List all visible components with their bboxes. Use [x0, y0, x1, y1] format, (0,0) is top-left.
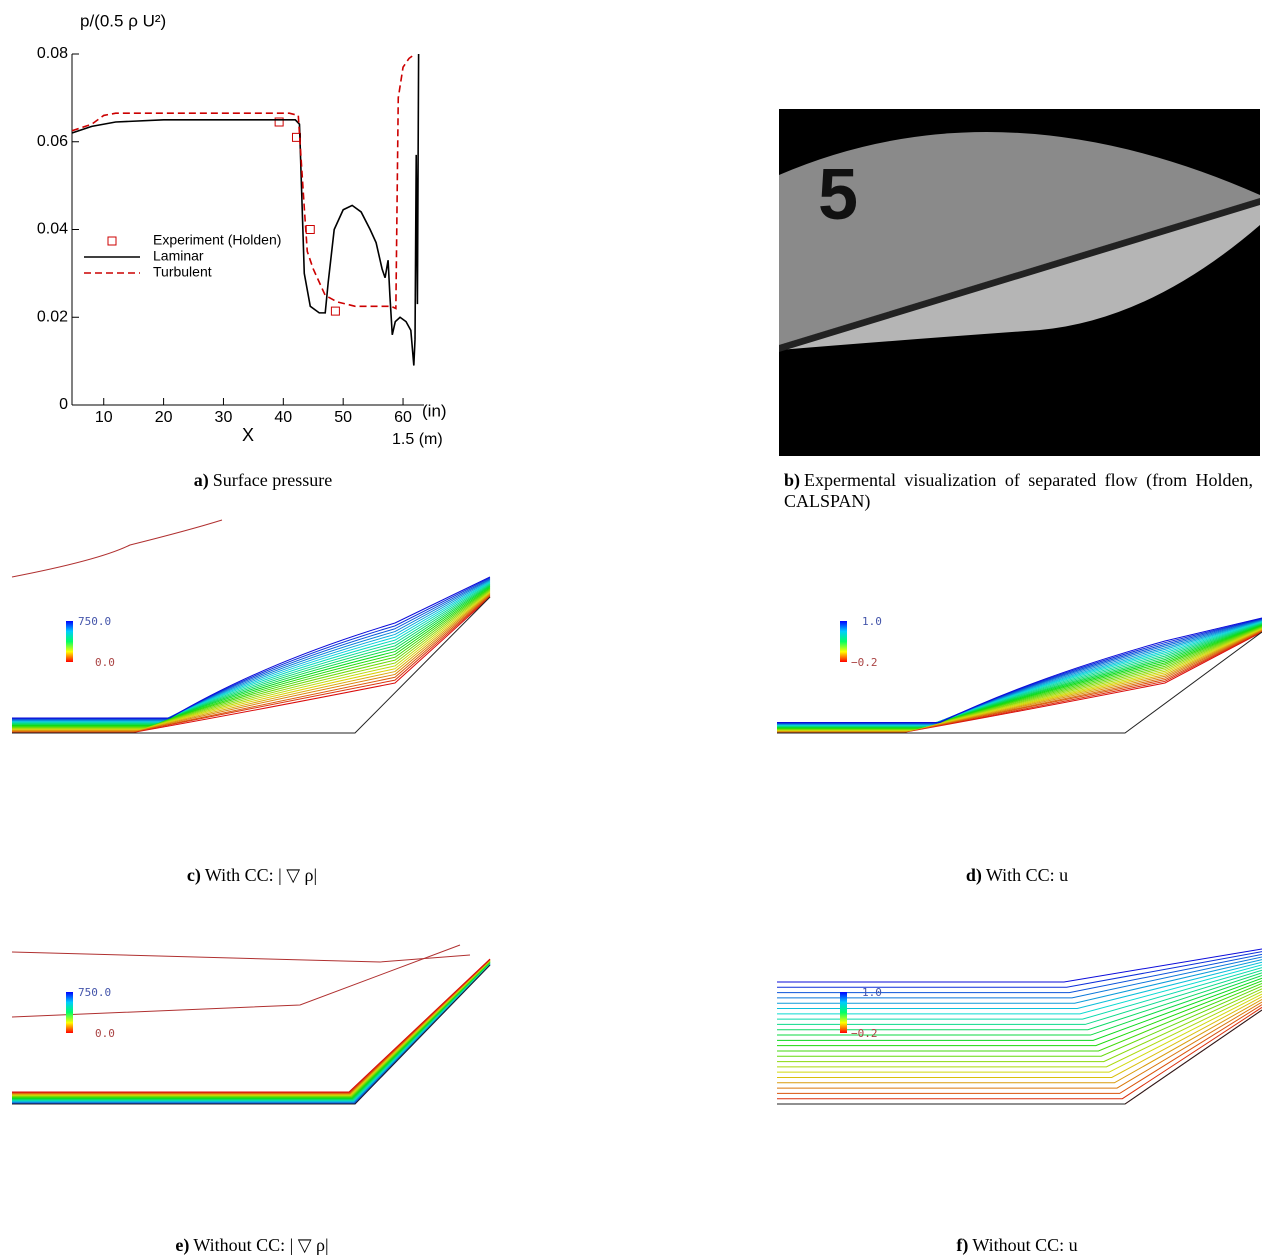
- caption-text: With CC: u: [986, 865, 1068, 885]
- legend-label: Experiment (Holden): [153, 232, 281, 248]
- caption-label: f): [956, 1235, 968, 1255]
- caption-label: b): [784, 470, 800, 490]
- colorbar-max: 750.0: [78, 986, 111, 999]
- x-axis-unit: (in): [422, 401, 447, 420]
- colorbar-min: 0.0: [95, 1027, 115, 1040]
- caption-text: Surface pressure: [213, 470, 332, 490]
- caption: f)Without CC: u: [777, 1235, 1257, 1256]
- y-tick-label: 0.02: [37, 308, 68, 325]
- x-tick-label: 60: [394, 409, 412, 426]
- legend-label: Laminar: [153, 248, 204, 264]
- contour-line: [12, 520, 222, 577]
- caption-text: Expermental visualization of separated f…: [784, 470, 1253, 511]
- photo: 5: [779, 109, 1260, 456]
- data-point: [306, 226, 314, 234]
- figure: p/(0.5 ρ U²) X (in) 1.5 (m) 5 750.0 0.0 …: [0, 0, 1262, 1257]
- contour-line: [777, 957, 1262, 998]
- x-tick-label: 10: [95, 409, 113, 426]
- contour-line: [777, 625, 1262, 728]
- data-point: [331, 307, 339, 315]
- contour-line: [777, 1002, 1262, 1088]
- caption: e)Without CC: | ▽ ρ|: [12, 1235, 492, 1256]
- caption-label: e): [175, 1235, 189, 1255]
- contour-line: [12, 952, 470, 962]
- caption: b)Expermental visualization of separated…: [784, 470, 1253, 512]
- data-line: [72, 54, 415, 308]
- x-tick-label: 50: [334, 409, 352, 426]
- legend-label: Turbulent: [153, 264, 212, 280]
- colorbar-max: 1.0: [862, 986, 882, 999]
- y-tick-label: 0.04: [37, 221, 68, 238]
- contour-line: [777, 632, 1262, 733]
- colorbar-min: 0.0: [95, 656, 115, 669]
- contour-line: [777, 628, 1262, 730]
- y-axis-label: p/(0.5 ρ U²): [80, 11, 166, 30]
- contour-plots: [12, 520, 1262, 1104]
- legend-marker: [108, 237, 116, 245]
- contour-line: [12, 945, 460, 1017]
- contour-line: [12, 587, 490, 726]
- contour-line: [12, 589, 490, 727]
- contour-line: [777, 973, 1262, 1030]
- y-tick-label: 0.06: [37, 133, 68, 150]
- caption-text: With CC: | ▽ ρ|: [205, 865, 317, 885]
- contour-line: [777, 1007, 1262, 1098]
- caption-text: Without CC: u: [972, 1235, 1077, 1255]
- x-tick-label: 40: [274, 409, 292, 426]
- caption-label: c): [187, 865, 201, 885]
- colorbar-min: −0.2: [851, 656, 878, 669]
- caption-text: Without CC: | ▽ ρ|: [193, 1235, 328, 1255]
- caption: a)Surface pressure: [12, 470, 514, 491]
- data-line: [72, 54, 419, 366]
- contour-line: [12, 959, 490, 1092]
- caption-label: d): [966, 865, 982, 885]
- photo-label: 5: [818, 155, 858, 235]
- caption-label: a): [194, 470, 209, 490]
- colorbar-max: 1.0: [862, 615, 882, 628]
- contour-line: [12, 584, 490, 723]
- contour-line: [12, 582, 490, 722]
- contour-line: [777, 629, 1262, 731]
- y-tick-label: 0: [59, 396, 68, 413]
- contour-line: [777, 970, 1262, 1024]
- caption: c)With CC: | ▽ ρ|: [12, 865, 492, 886]
- wall: [777, 632, 1262, 733]
- contour-line: [777, 999, 1262, 1082]
- page: p/(0.5 ρ U²) X (in) 1.5 (m) 5 750.0 0.0 …: [0, 0, 1262, 1257]
- caption: d)With CC: u: [777, 865, 1257, 886]
- contour-line: [777, 968, 1262, 1020]
- x-axis-label: X: [242, 425, 254, 445]
- y-tick-label: 0.08: [37, 45, 68, 62]
- x-tick-label: 20: [155, 409, 173, 426]
- x2-axis-label: 1.5 (m): [392, 431, 443, 448]
- x-tick-label: 30: [215, 409, 233, 426]
- colorbar: [66, 621, 847, 1033]
- colorbar-min: −0.2: [851, 1027, 878, 1040]
- colorbar-max: 750.0: [78, 615, 111, 628]
